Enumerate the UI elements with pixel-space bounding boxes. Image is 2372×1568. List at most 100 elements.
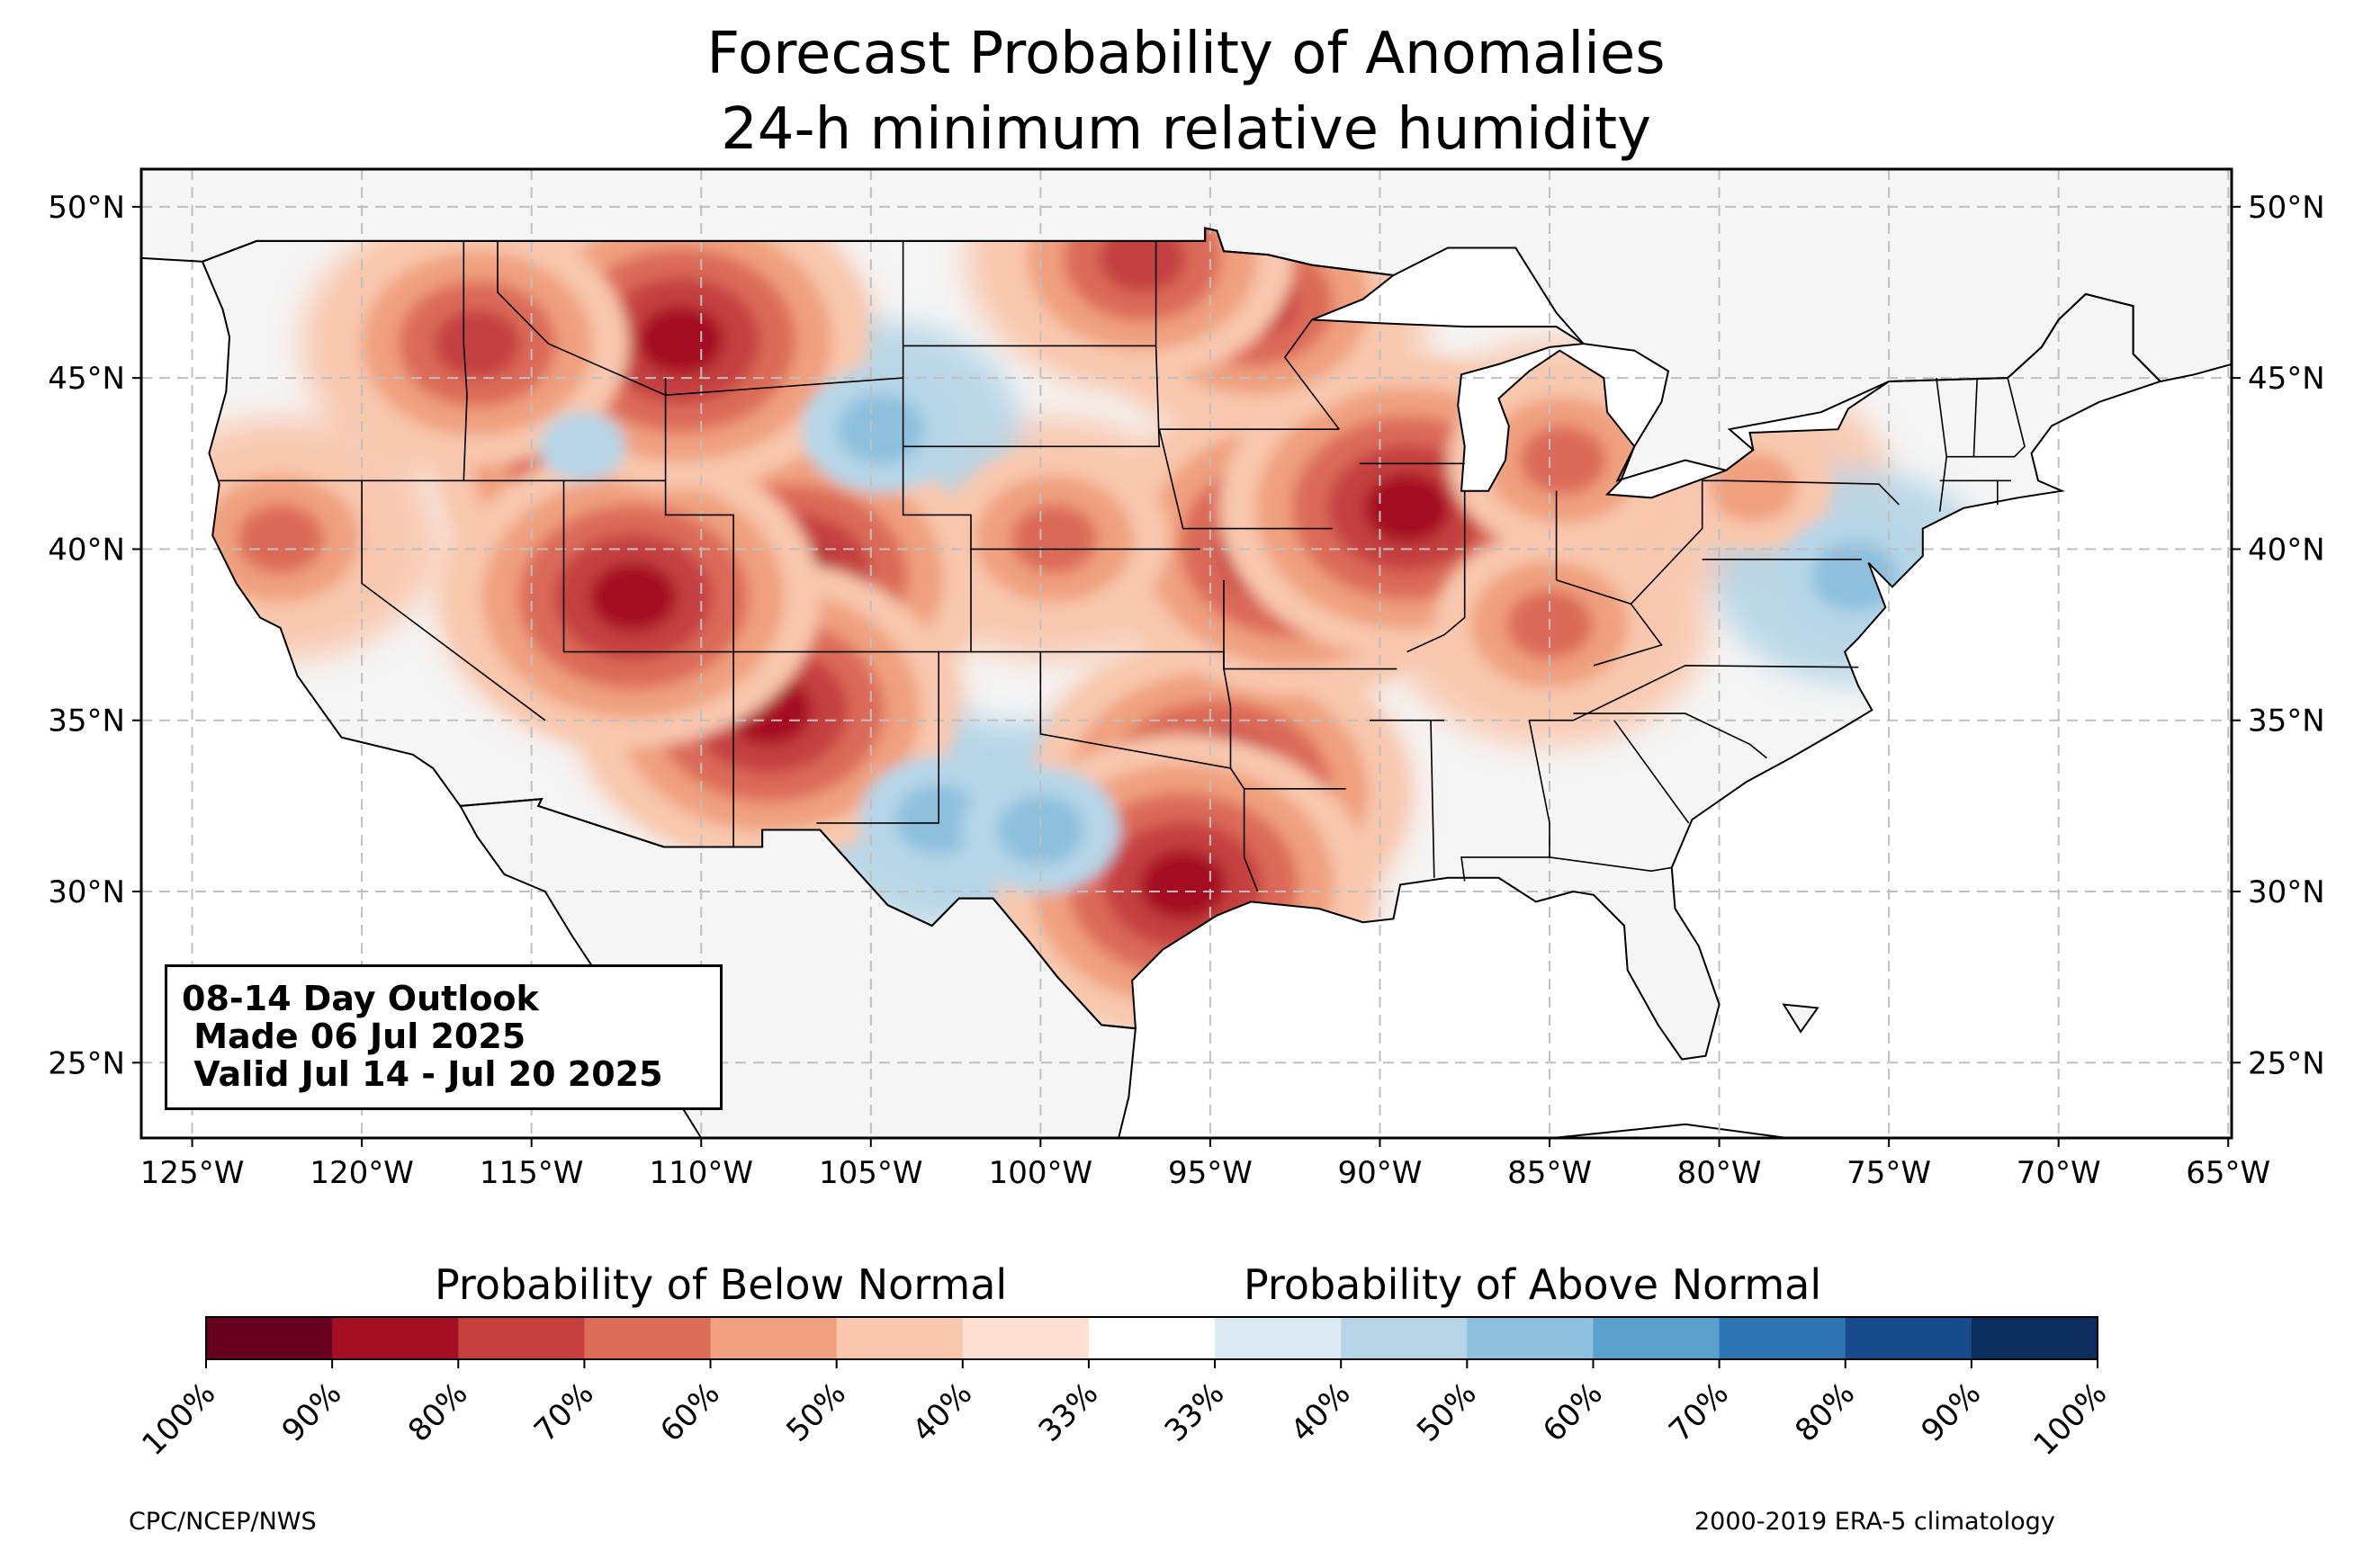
chart-title-line2: 24-h minimum relative humidity xyxy=(721,96,1651,163)
state-boundary xyxy=(903,240,1161,448)
lat-tick-label-left: 40°N xyxy=(48,532,125,568)
state-boundary xyxy=(1529,664,1859,721)
colorbar-tick-label: 70% xyxy=(527,1375,601,1449)
map-frame xyxy=(139,167,2233,1140)
anomaly-level xyxy=(237,504,324,574)
land-polygon xyxy=(141,169,2232,481)
lat-tick-label-right: 25°N xyxy=(2248,1045,2325,1081)
coastline xyxy=(458,798,1137,1139)
colorbar-tick-label: 33% xyxy=(1158,1375,1232,1449)
state-boundary xyxy=(1556,480,1703,605)
coastline xyxy=(1782,1003,1819,1034)
colorbar-swatch xyxy=(1971,1317,2098,1359)
colorbar-swatch xyxy=(1088,1317,1216,1359)
colorbar-tick-label: 33% xyxy=(1032,1375,1106,1449)
credit-climatology: 2000-2019 ERA-5 climatology xyxy=(1694,1508,2055,1536)
colorbar-below-label: Probability of Below Normal xyxy=(435,1260,1008,1309)
state-boundary xyxy=(1972,378,1978,457)
colorbar-swatch xyxy=(458,1317,585,1359)
lat-tick-label-left: 45°N xyxy=(48,361,125,397)
lon-tick-label: 110°W xyxy=(649,1155,753,1191)
land-polygon xyxy=(460,799,1136,1138)
colorbar-tick-label: 50% xyxy=(1410,1375,1484,1449)
outlook-info-box: 08-14 Day Outlook Made 06 Jul 2025 Valid… xyxy=(165,964,723,1110)
colorbar-tick-label: 60% xyxy=(653,1375,727,1449)
state-boundary xyxy=(1039,651,1259,892)
state-boundary xyxy=(664,378,734,847)
anomaly-level xyxy=(1011,504,1098,574)
state-boundary xyxy=(1573,712,1767,759)
colorbar-tick-label: 50% xyxy=(779,1375,853,1449)
state-boundary xyxy=(361,480,546,721)
state-boundary xyxy=(1406,490,1466,653)
lat-tick-label-right: 30°N xyxy=(2248,874,2325,910)
colorbar-swatch xyxy=(584,1317,712,1359)
colorbar-swatch xyxy=(1719,1317,1846,1359)
state-boundary xyxy=(497,240,903,397)
cuba-coast xyxy=(1552,1123,1788,1139)
colorbar-swatch xyxy=(1215,1317,1342,1359)
anomaly-level xyxy=(1363,473,1451,543)
colorbar-swatch xyxy=(1845,1317,1972,1359)
colorbar-outline xyxy=(205,1316,2098,1360)
anomaly-level xyxy=(589,562,677,632)
outlook-period: 08-14 Day Outlook xyxy=(182,979,539,1018)
map-axes: 125°W 120°W 115°W 110°W 105°W 100°W 95°W 90°W 85… xyxy=(48,190,2324,1191)
lon-tick-label: 65°W xyxy=(2186,1155,2270,1191)
anomaly-level xyxy=(997,795,1084,865)
coastline xyxy=(140,168,2233,482)
land-polygon xyxy=(1783,1004,1818,1032)
lat-tick-label-right: 50°N xyxy=(2248,190,2325,226)
colorbar-swatch xyxy=(710,1317,838,1359)
colorbar-swatch xyxy=(1593,1317,1721,1359)
lon-tick-label: 115°W xyxy=(480,1155,584,1191)
lon-tick-label: 80°W xyxy=(1677,1155,1762,1191)
state-boundary xyxy=(1593,603,1663,667)
state-boundary xyxy=(1702,479,1900,506)
colorbar-tick-label: 60% xyxy=(1536,1375,1610,1449)
lat-tick-label-right: 35°N xyxy=(2248,703,2325,739)
state-boundary xyxy=(1223,579,1232,768)
colorbar-tick-label: 40% xyxy=(1284,1375,1358,1449)
state-boundary xyxy=(1158,428,1340,530)
anomaly-level xyxy=(1139,849,1226,919)
outlook-made-date: Made 06 Jul 2025 xyxy=(182,1017,526,1056)
anomaly-level xyxy=(838,394,925,464)
anomaly-level xyxy=(1710,452,1797,523)
lon-tick-label: 120°W xyxy=(310,1155,414,1191)
chart-title-line1: Forecast Probability of Anomalies xyxy=(706,21,1666,87)
lon-tick-label: 100°W xyxy=(989,1155,1093,1191)
lat-tick-label-left: 35°N xyxy=(48,703,125,739)
state-boundary xyxy=(1613,720,1690,824)
colorbar-swatch xyxy=(206,1317,333,1359)
colorbar-swatch xyxy=(1341,1317,1468,1359)
state-boundary xyxy=(463,240,468,481)
lon-tick-label: 75°W xyxy=(1846,1155,1931,1191)
lat-tick-label-left: 25°N xyxy=(48,1045,125,1081)
lat-tick-label-left: 50°N xyxy=(48,190,125,226)
colorbar-swatch xyxy=(1467,1317,1594,1359)
state-boundary xyxy=(1283,318,1340,430)
colorbar-tick-label: 100% xyxy=(135,1375,222,1463)
colorbar-tick-label: 80% xyxy=(1788,1375,1862,1449)
lon-tick-label: 70°W xyxy=(2017,1155,2101,1191)
colorbar: 100% 90% 80% 70% 60% 50% 40% 33% 33% 40% 50% 60% 70%… xyxy=(135,1316,2114,1463)
outlook-valid-dates: Valid Jul 14 - Jul 20 2025 xyxy=(182,1054,663,1094)
colorbar-tick-label: 70% xyxy=(1662,1375,1736,1449)
credit-source: CPC/NCEP/NWS xyxy=(129,1508,317,1536)
lat-tick-label-right: 40°N xyxy=(2248,532,2325,568)
colorbar-swatch xyxy=(332,1317,459,1359)
state-boundary xyxy=(1430,720,1435,878)
anomaly-level xyxy=(637,305,724,375)
colorbar-tick-label: 100% xyxy=(2026,1375,2114,1463)
lon-tick-label: 90°W xyxy=(1338,1155,1423,1191)
colorbar-above-label: Probability of Above Normal xyxy=(1244,1260,1822,1309)
lat-tick-label-right: 45°N xyxy=(2248,361,2325,397)
colorbar-swatch xyxy=(836,1317,964,1359)
colorbar-swatch xyxy=(962,1317,1090,1359)
colorbar-tick-label: 90% xyxy=(275,1375,349,1449)
boundaries xyxy=(140,168,2233,1139)
state-boundary xyxy=(1549,856,1672,873)
colorbar-tick-label: 40% xyxy=(905,1375,979,1449)
